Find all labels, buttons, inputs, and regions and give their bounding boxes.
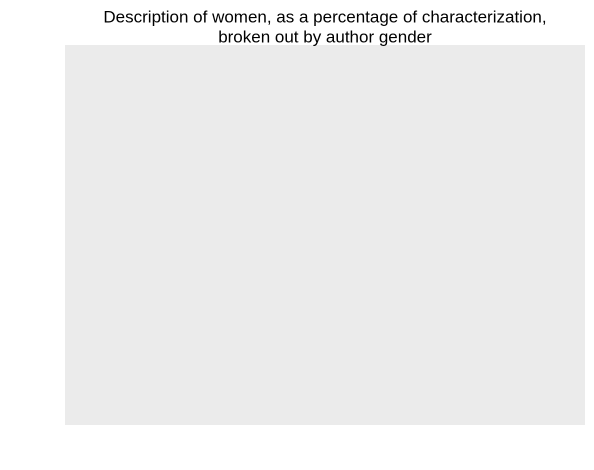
plot-background	[65, 45, 585, 425]
chart-title: Description of women, as a percentage of…	[103, 7, 546, 26]
chart-title: broken out by author gender	[218, 27, 432, 46]
